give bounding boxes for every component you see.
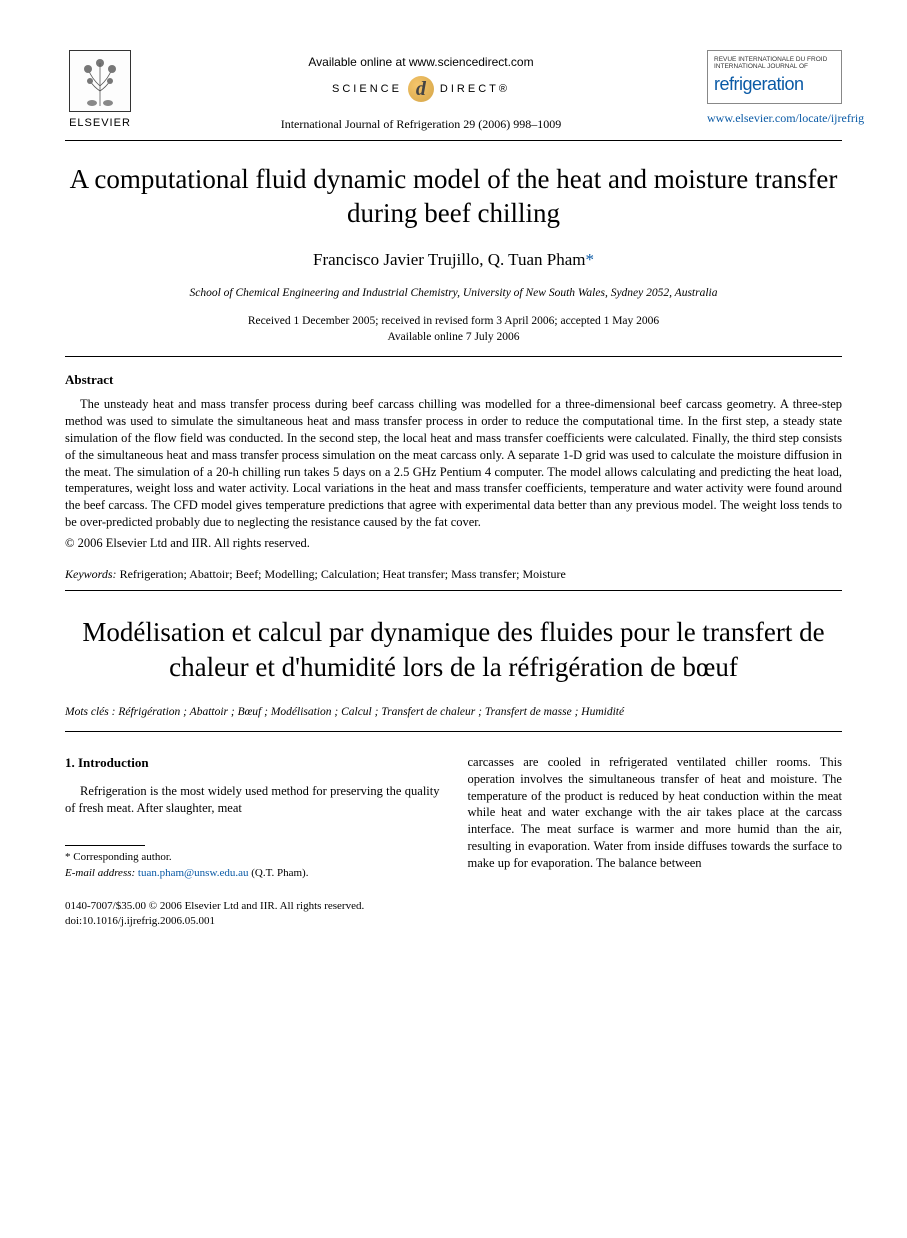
journal-reference: International Journal of Refrigeration 2… (135, 116, 707, 132)
copyright-line: © 2006 Elsevier Ltd and IIR. All rights … (65, 535, 842, 552)
article-title-fr: Modélisation et calcul par dynamique des… (65, 615, 842, 685)
intro-paragraph-right: carcasses are cooled in refrigerated ven… (468, 754, 843, 872)
email-line: E-mail address: tuan.pham@unsw.edu.au (Q… (65, 866, 440, 881)
available-online-text: Available online at www.sciencedirect.co… (135, 54, 707, 70)
mots-cles-body: Réfrigération ; Abattoir ; Bœuf ; Modéli… (115, 706, 624, 718)
intro-paragraph-left: Refrigeration is the most widely used me… (65, 783, 440, 817)
corresponding-author: * Corresponding author. (65, 850, 440, 865)
sd-d-icon: d (408, 76, 434, 102)
sd-text-left: SCIENCE (332, 82, 402, 97)
keywords-body: Refrigeration; Abattoir; Beef; Modelling… (117, 567, 566, 581)
article-title-en: A computational fluid dynamic model of t… (65, 163, 842, 231)
elsevier-logo: ELSEVIER (65, 50, 135, 131)
elsevier-label: ELSEVIER (69, 116, 131, 131)
authors-line: Francisco Javier Trujillo, Q. Tuan Pham* (65, 249, 842, 272)
author-names: Francisco Javier Trujillo, Q. Tuan Pham (313, 250, 586, 269)
affiliation: School of Chemical Engineering and Indus… (65, 286, 842, 302)
email-link[interactable]: tuan.pham@unsw.edu.au (138, 867, 249, 879)
keywords-line: Keywords: Refrigeration; Abattoir; Beef;… (65, 566, 842, 582)
abstract-top-divider (65, 356, 842, 357)
mots-cles-label: Mots clés : (65, 706, 115, 718)
sd-text-right: DIRECT® (440, 82, 510, 97)
abstract-bottom-divider (65, 590, 842, 591)
footnote-separator (65, 845, 145, 846)
footer-info: 0140-7007/$35.00 © 2006 Elsevier Ltd and… (65, 899, 842, 929)
fr-bottom-divider (65, 731, 842, 732)
introduction-heading: 1. Introduction (65, 754, 440, 772)
journal-cover-inner: REVUE INTERNATIONALE DU FROID INTERNATIO… (707, 50, 842, 104)
page-header: ELSEVIER Available online at www.science… (65, 50, 842, 132)
abstract-heading: Abstract (65, 371, 842, 389)
elsevier-tree-icon (69, 50, 131, 112)
sciencedirect-logo: SCIENCE d DIRECT® (332, 76, 510, 102)
body-columns: 1. Introduction Refrigeration is the mos… (65, 754, 842, 881)
journal-cover-box: REVUE INTERNATIONALE DU FROID INTERNATIO… (707, 50, 842, 126)
journal-title: refrigeration (714, 72, 835, 96)
footer-copyright: 0140-7007/$35.00 © 2006 Elsevier Ltd and… (65, 899, 842, 914)
journal-subtitle-fr: REVUE INTERNATIONALE DU FROID (714, 56, 835, 63)
corresponding-star-icon: * (586, 250, 595, 269)
dates-received: Received 1 December 2005; received in re… (65, 313, 842, 329)
keywords-label: Keywords: (65, 567, 117, 581)
email-label: E-mail address: (65, 867, 135, 879)
footer-doi: doi:10.1016/j.ijrefrig.2006.05.001 (65, 914, 842, 929)
dates-online: Available online 7 July 2006 (65, 329, 842, 345)
header-center: Available online at www.sciencedirect.co… (135, 50, 707, 132)
email-author: (Q.T. Pham). (248, 867, 308, 879)
article-dates: Received 1 December 2005; received in re… (65, 313, 842, 345)
journal-subtitle-en: INTERNATIONAL JOURNAL OF (714, 63, 835, 70)
footnote-block: * Corresponding author. E-mail address: … (65, 850, 440, 881)
journal-link[interactable]: www.elsevier.com/locate/ijrefrig (707, 110, 842, 126)
header-divider (65, 140, 842, 141)
abstract-body: The unsteady heat and mass transfer proc… (65, 396, 842, 531)
right-column: carcasses are cooled in refrigerated ven… (468, 754, 843, 881)
mots-cles-line: Mots clés : Réfrigération ; Abattoir ; B… (65, 705, 842, 721)
left-column: 1. Introduction Refrigeration is the mos… (65, 754, 440, 881)
